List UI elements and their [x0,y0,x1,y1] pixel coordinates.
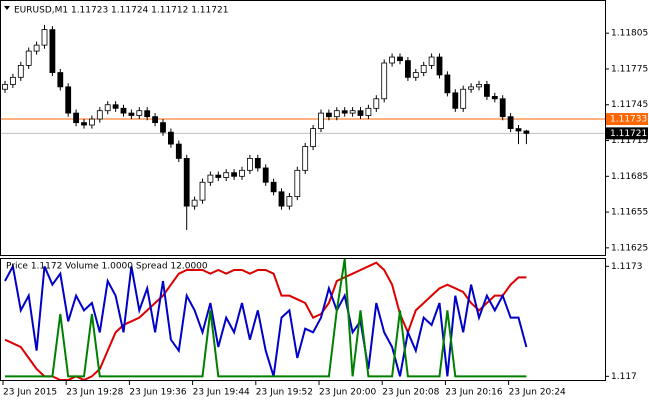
candle-body [215,174,222,178]
candle-body [357,110,364,116]
candle-body [152,116,159,124]
candle-body [318,112,324,129]
candle-body [128,112,135,116]
y-tick-label: 1.11685 [611,172,648,182]
y-tick-label: 1.117 [611,372,637,382]
candle-body [476,84,482,88]
candle-body [49,29,56,73]
price-tag [606,113,648,126]
candle-body [452,92,459,109]
x-tick-label: 23 Jun 19:44 [193,388,250,398]
candle-body [104,104,111,112]
menu-arrow [4,6,10,10]
candle-body [17,64,24,78]
candle-body [89,118,95,126]
y-tick-label: 1.11625 [611,243,648,253]
candle-body [381,62,388,100]
price-tag-label: 1.11721 [610,129,647,139]
y-tick-label: 1.11745 [611,100,648,110]
candle-body [310,128,317,147]
candle-body [65,86,72,114]
candle-body [167,131,174,145]
indicator-title: Price 1.1172 Volume 1.0000 Spread 12.000… [6,262,208,272]
candle-body [120,107,127,114]
candle-body [499,98,506,118]
candle-body [223,172,230,178]
candle-body [515,128,522,132]
indicator-line [5,259,527,378]
x-tick-label: 23 Jun 19:36 [129,388,186,398]
candle-body [397,56,403,62]
candle-body [507,116,514,129]
candle-body [41,29,48,46]
candle-body [96,110,103,120]
y-tick-label: 1.11655 [611,208,648,218]
candle-body [33,44,40,52]
candle-body [136,110,143,116]
candle-body [523,130,530,134]
candle-body [404,60,411,78]
candle-body [436,56,443,76]
candle-body [9,76,16,85]
candle-body [199,181,206,201]
candle-body [389,56,396,64]
candle-body [483,84,490,97]
price-tag [606,127,648,140]
candle-body [183,158,190,207]
indicator-line [4,263,528,377]
x-tick-label: 23 Jun 20:24 [509,388,566,398]
candle-body [412,72,419,78]
candle-body [349,110,356,114]
y-tick-label: 1.11775 [611,64,648,74]
x-tick-label: 23 Jun 2015 [3,388,57,398]
y-tick-label: 1.1173 [611,262,643,272]
candle-body [207,174,214,183]
candle-body [25,50,32,66]
candle-body [444,74,451,94]
candle-body [294,169,301,197]
candle-body [175,143,182,159]
candle-body [191,199,198,207]
x-tick-label: 23 Jun 20:16 [445,388,502,398]
candle-body [144,110,151,118]
candle-body [57,72,64,88]
candle-body [333,110,340,118]
candle-body [160,122,166,133]
candle-body [254,158,261,169]
candle-body [468,86,475,90]
chart-title: EURUSD,M1 1.11723 1.11724 1.11712 1.1172… [14,6,228,16]
candle-body [428,56,435,66]
plot-layer: 1.11805 1.11775 1.11745 1.11715 1.11685 1.116… [1,24,648,398]
candle-body [262,167,269,183]
candle-body [286,196,293,207]
candle-body [420,64,427,73]
x-tick-label: 23 Jun 20:08 [382,388,439,398]
x-tick-label: 23 Jun 20:00 [319,388,376,398]
candle-body [325,112,332,118]
candle-body [246,158,253,171]
candle-body [231,172,238,177]
candle-body [491,95,498,100]
main-frame [0,0,606,256]
candle-body [278,191,285,207]
price-tag-label: 1.11733 [610,115,647,125]
candle-body [81,122,87,126]
candle-body [365,107,372,116]
x-tick-label: 23 Jun 19:52 [256,388,313,398]
indicator-line [4,261,527,380]
candle-body [460,88,467,109]
candle-body [302,146,309,171]
candle-body [112,104,119,109]
candle-body [239,169,245,177]
candle-body [373,98,380,109]
y-tick-label: 1.11715 [611,136,648,146]
candle-body [73,112,79,124]
x-tick-label: 23 Jun 19:28 [66,388,123,398]
y-tick-label: 1.11805 [611,29,648,39]
candle-body [2,84,8,90]
candle-body [270,181,277,193]
candle-body [341,110,348,114]
